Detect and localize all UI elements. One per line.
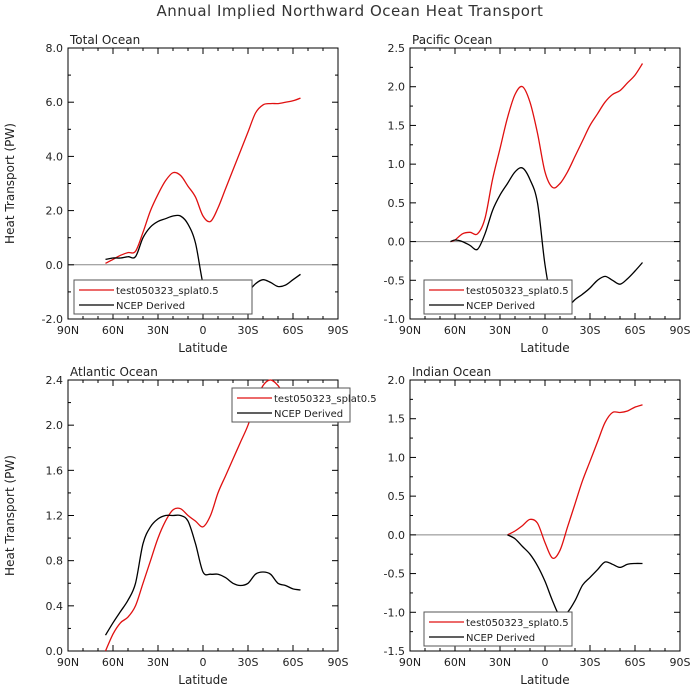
- chart-panel-3: Atlantic Ocean 90N 60N 30N 0 30S 60S 90S 0.0 0.4 0…: [3, 365, 377, 687]
- chart-panel-2: Pacific Ocean 90N 60N 30N 0 30S 60S 90S -1.0 -0.5…: [384, 33, 691, 355]
- x-tick-label: 90S: [328, 324, 349, 337]
- legend-label: test050323_splat0.5: [274, 394, 377, 405]
- x-tick-label: 90N: [399, 324, 421, 337]
- x-tick-label: 30N: [489, 656, 511, 669]
- y-tick-label: 0.5: [388, 197, 406, 210]
- x-tick-label: 30S: [580, 324, 601, 337]
- legend-box: [231, 387, 351, 423]
- x-tick-label: 60S: [283, 656, 304, 669]
- y-tick-label: 2.5: [388, 42, 406, 55]
- x-axis-title: Latitude: [520, 341, 569, 355]
- y-tick-label: 4.0: [46, 150, 64, 163]
- y-tick-label: 2.0: [46, 205, 64, 218]
- legend-label: NCEP Derived: [466, 301, 535, 312]
- y-tick-label: 0.0: [388, 236, 406, 249]
- y-tick-label: -1.0: [384, 606, 405, 619]
- x-axis-title: Latitude: [178, 673, 227, 687]
- x-tick-label: 0: [200, 324, 207, 337]
- y-tick-label: 2.0: [388, 374, 406, 387]
- legend-label: NCEP Derived: [274, 409, 343, 420]
- x-axis-title: Latitude: [520, 673, 569, 687]
- x-tick-label: 90N: [57, 656, 79, 669]
- x-tick-label: 90S: [670, 656, 691, 669]
- y-tick-label: 1.5: [388, 413, 406, 426]
- series-line-ncep: [104, 514, 301, 636]
- y-tick-label: 2.0: [388, 81, 406, 94]
- y-tick-label: -0.5: [384, 274, 405, 287]
- series-line-model: [105, 97, 301, 264]
- y-tick-label: -1.5: [384, 645, 405, 658]
- x-tick-label: 60N: [444, 324, 466, 337]
- y-tick-label: 0.8: [46, 555, 64, 568]
- y-tick-label: 8.0: [46, 42, 64, 55]
- x-tick-label: 90S: [328, 656, 349, 669]
- y-tick-label: 0.5: [388, 490, 406, 503]
- x-axis-title: Latitude: [178, 341, 227, 355]
- chart-panel-4: Indian Ocean 90N 60N 30N 0 30S 60S 90S -1.5 -1.0 -…: [384, 365, 691, 687]
- legend-box: [423, 279, 573, 315]
- legend-label: test050323_splat0.5: [466, 286, 569, 297]
- y-tick-label: -1.0: [384, 313, 405, 326]
- legend-label: test050323_splat0.5: [466, 618, 569, 629]
- x-tick-label: 90S: [670, 324, 691, 337]
- series-line-model: [104, 379, 301, 652]
- plot-frame: [67, 47, 339, 320]
- legend: test050323_splat0.5 NCEP Derived: [423, 611, 573, 647]
- x-tick-label: 30S: [238, 656, 259, 669]
- series-line-ncep: [450, 167, 643, 313]
- y-tick-label: 2.0: [46, 419, 64, 432]
- legend: test050323_splat0.5 NCEP Derived: [73, 279, 253, 315]
- y-tick-label: 1.0: [388, 158, 406, 171]
- legend-box: [73, 279, 253, 315]
- x-tick-label: 0: [200, 656, 207, 669]
- y-tick-label: 1.5: [388, 119, 406, 132]
- x-tick-label: 60S: [283, 324, 304, 337]
- figure-title: Annual Implied Northward Ocean Heat Tran…: [156, 2, 544, 20]
- y-tick-label: 0.0: [46, 645, 64, 658]
- x-tick-label: 0: [542, 656, 549, 669]
- x-tick-label: 60N: [102, 656, 124, 669]
- y-tick-label: 0.0: [46, 259, 64, 272]
- y-tick-label: 1.2: [46, 510, 64, 523]
- y-tick-label: 6.0: [46, 96, 64, 109]
- legend: test050323_splat0.5 NCEP Derived: [231, 387, 377, 423]
- y-tick-label: 1.0: [388, 451, 406, 464]
- y-axis-title: Heat Transport (PW): [3, 123, 17, 244]
- y-tick-label: -0.5: [384, 568, 405, 581]
- legend-label: NCEP Derived: [466, 633, 535, 644]
- x-tick-label: 60S: [625, 656, 646, 669]
- series-line-model: [507, 404, 643, 559]
- chart-panel-1: Total Ocean 90N 60N 30N 0 30S 60S 90S -2.0 0.0 2.0…: [3, 33, 349, 355]
- x-tick-label: 90N: [399, 656, 421, 669]
- x-tick-label: 60S: [625, 324, 646, 337]
- x-tick-label: 30N: [489, 324, 511, 337]
- y-tick-label: 0.4: [46, 600, 64, 613]
- legend-box: [423, 611, 573, 647]
- panel-title: Total Ocean: [69, 33, 140, 47]
- panel-title: Indian Ocean: [412, 365, 491, 379]
- legend-label: test050323_splat0.5: [116, 286, 219, 297]
- y-tick-label: -2.0: [42, 313, 63, 326]
- y-tick-label: 2.4: [46, 374, 64, 387]
- x-tick-label: 60N: [102, 324, 124, 337]
- x-tick-label: 30S: [580, 656, 601, 669]
- legend-label: NCEP Derived: [116, 301, 185, 312]
- plot-frame: [409, 47, 681, 320]
- x-tick-label: 30N: [147, 656, 169, 669]
- panel-title: Pacific Ocean: [412, 33, 492, 47]
- x-tick-label: 30N: [147, 324, 169, 337]
- x-tick-label: 0: [542, 324, 549, 337]
- series-line-model: [450, 63, 644, 243]
- panel-title: Atlantic Ocean: [70, 365, 158, 379]
- y-tick-label: 1.6: [46, 464, 64, 477]
- plot-frame: [409, 379, 681, 652]
- legend: test050323_splat0.5 NCEP Derived: [423, 279, 573, 315]
- x-tick-label: 90N: [57, 324, 79, 337]
- y-tick-label: 0.0: [388, 529, 406, 542]
- x-tick-label: 60N: [444, 656, 466, 669]
- x-tick-label: 30S: [238, 324, 259, 337]
- y-axis-title: Heat Transport (PW): [3, 455, 17, 576]
- series-line-ncep: [507, 534, 643, 618]
